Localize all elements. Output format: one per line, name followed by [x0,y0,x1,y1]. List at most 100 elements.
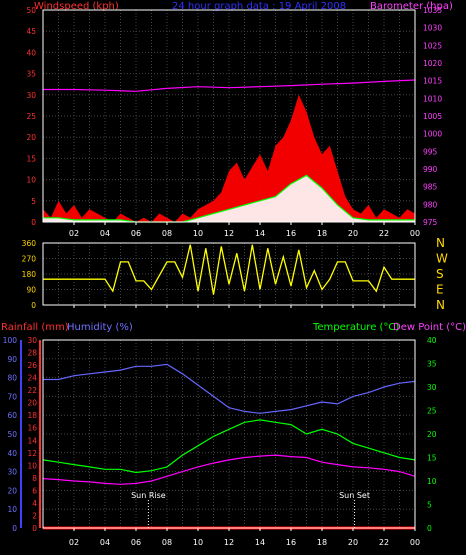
rain-tick-label: 22 [27,386,37,395]
humidity-axis-label: Humidity (%) [67,322,133,333]
sun-annotation: Sun Rise [131,491,166,500]
direction-tick-label: 360 [22,239,37,248]
humidity-tick-label: 30 [7,468,17,477]
average-wind-line [43,174,415,223]
rain-tick-label: 8 [32,474,37,483]
barometer-tick-label: 1000 [423,130,442,139]
humidity-tick-label: 70 [7,392,17,401]
wind-tick-label: 10 [26,176,36,185]
rain-tick-label: 30 [27,336,37,345]
wind-tick-label: 45 [26,27,36,36]
humidity-tick-label: 80 [7,374,17,383]
x-tick-label: 00 [410,538,420,547]
sun-annotation: Sun Set [339,491,370,500]
x-tick-label: 22 [379,229,389,238]
barometer-tick-label: 1020 [423,59,442,68]
x-tick-label: 20 [348,229,358,238]
x-tick-label: 04 [100,229,110,238]
x-tick-label: 22 [379,538,389,547]
wind-tick-label: 15 [26,154,36,163]
rain-tick-label: 18 [27,411,37,420]
humidity-tick-label: 0 [12,524,17,533]
humidity-tick-label: 20 [7,486,17,495]
humidity-line [43,363,416,414]
rain-tick-label: 2 [32,511,37,520]
barometer-tick-label: 1035 [423,6,442,15]
rain-tick-label: 0 [32,524,37,533]
barometer-tick-label: 985 [423,183,438,192]
x-tick-label: 18 [317,538,327,547]
rain-tick-label: 10 [27,461,37,470]
humidity-tick-label: 50 [7,430,17,439]
x-tick-label: 12 [224,229,234,238]
temperature-tick-label: 40 [427,336,437,345]
x-tick-label: 18 [317,229,327,238]
wind-panel-ticks: 0510152025303540455097598098599099510001… [26,6,442,238]
average-fill [43,175,415,222]
wind-tick-label: 30 [26,91,36,100]
x-tick-label: 14 [255,229,265,238]
rain-tick-label: 4 [32,499,37,508]
direction-panel-grid [43,243,415,305]
x-tick-label: 08 [162,538,172,547]
temperature-tick-label: 0 [427,524,432,533]
barometer-tick-label: 1005 [423,112,442,121]
x-tick-label: 06 [131,229,141,238]
x-tick-label: 12 [224,538,234,547]
climate-panel-grid [43,340,415,528]
wind-tick-label: 20 [26,133,36,142]
temperature-tick-label: 25 [427,407,437,416]
x-tick-label: 10 [193,538,203,547]
compass-label: W [436,252,448,266]
wind-tick-label: 35 [26,70,36,79]
temperature-tick-label: 35 [427,360,437,369]
temperature-tick-label: 20 [427,430,437,439]
dewpoint-axis-label: Dew Point (°C) [393,322,466,333]
rain-tick-label: 14 [27,436,37,445]
temperature-line [42,419,416,474]
barometer-tick-label: 980 [423,200,438,209]
humidity-tick-label: 100 [3,336,18,345]
rain-tick-label: 12 [27,449,37,458]
rain-tick-label: 26 [27,361,37,370]
rain-tick-label: 6 [32,486,37,495]
barometer-tick-label: 975 [423,218,438,227]
x-tick-label: 00 [410,229,420,238]
humidity-tick-label: 40 [7,449,17,458]
direction-tick-label: 270 [22,255,37,264]
x-tick-label: 02 [69,538,79,547]
rain-tick-label: 20 [27,399,37,408]
temperature-tick-label: 15 [427,454,437,463]
compass-label: S [436,267,444,281]
x-tick-label: 02 [69,229,79,238]
direction-panel-marks [43,244,415,295]
x-tick-label: 08 [162,229,172,238]
wind-tick-label: 50 [26,6,36,15]
barometer-tick-label: 1025 [423,41,442,50]
barometer-axis-label: Barometer (hpa) [370,1,453,12]
climate-panel-ticks: 0102030405060708090100024681012141618202… [3,336,437,547]
x-tick-label: 16 [286,229,296,238]
wind-tick-label: 5 [31,197,36,206]
direction-tick-label: 90 [26,286,36,295]
humidity-tick-label: 10 [7,505,17,514]
temperature-axis-label: Temperature (°C) [312,322,399,333]
rain-tick-label: 16 [27,424,37,433]
temperature-tick-label: 10 [427,477,437,486]
rain-tick-label: 28 [27,349,37,358]
compass-label: E [436,283,444,297]
x-tick-label: 06 [131,538,141,547]
barometer-tick-label: 1030 [423,24,442,33]
barometer-tick-label: 1015 [423,77,442,86]
rainfall-axis-label: Rainfall (mm) [1,322,69,333]
temperature-tick-label: 30 [427,383,437,392]
dew-point-line [42,454,416,485]
compass-label: N [436,298,445,312]
x-tick-label: 14 [255,538,265,547]
wind-panel-marks [43,79,416,223]
barometer-tick-label: 995 [423,147,438,156]
direction-tick-label: 0 [31,301,36,310]
x-tick-label: 20 [348,538,358,547]
